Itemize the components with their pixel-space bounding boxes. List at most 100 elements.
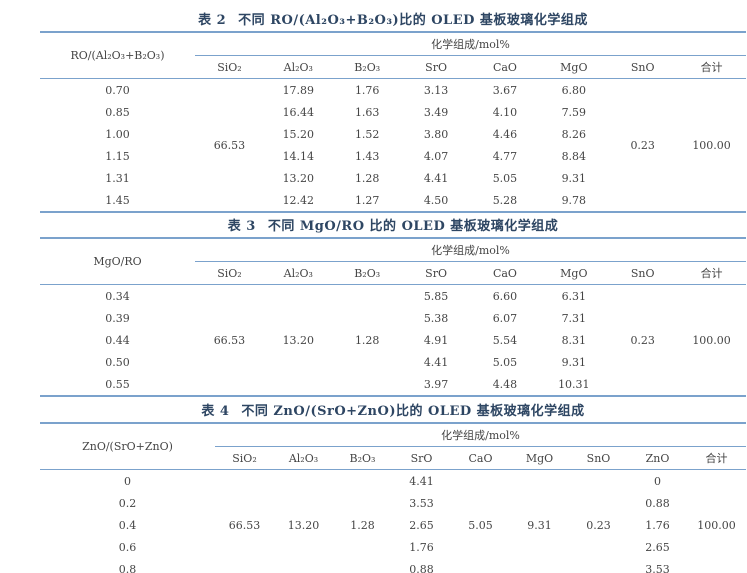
table-3-composition-by-mgo-ro-ratio: MgO/RO 化学组成/mol% SiO₂ Al₂O₃ B₂O₃ SrO CaO MgO SnO… [40,237,746,397]
value-cell: 1.52 [354,127,380,141]
column-header: SrO [401,55,471,79]
composition-unit-header: 化学组成/mol% [195,238,746,262]
ratio-cell: 0.2 [118,496,137,510]
column-header: 合计 [677,55,746,79]
value-cell: 1.63 [354,105,380,119]
table-row: 0.2 3.53 0.88 [40,492,746,514]
column-header: MgO [539,261,609,285]
column-header: SiO₂ [215,446,274,470]
column-header-row: SiO₂ Al₂O₃ B₂O₃ SrO CaO MgO SnO ZnO 合计 [40,446,746,470]
ratio-cell: 0.44 [105,333,130,347]
column-header: Al₂O₃ [274,446,333,470]
merged-value-cell: 1.28 [354,333,380,347]
ratio-cell: 0.6 [118,540,137,554]
value-cell: 7.31 [561,311,587,325]
column-header: B₂O₃ [332,261,402,285]
value-cell: 4.77 [492,149,518,163]
table-3-caption: 表 3 不同 MgO/RO 比的 OLED 基板玻璃化学组成 [40,216,746,237]
ratio-cell: 0.70 [105,83,130,97]
column-header: 合计 [687,446,746,470]
value-cell: 5.05 [492,355,518,369]
table-2-caption-number: 表 2 [198,13,227,28]
ratio-cell: 0.8 [118,562,137,573]
table-row: 0.85 16.44 1.63 3.49 4.10 7.59 [40,101,746,123]
table-4-caption-number: 表 4 [201,404,230,419]
value-cell: 1.76 [645,518,670,532]
value-cell: 5.54 [492,333,518,347]
value-cell: 9.31 [561,171,587,185]
stub-header: RO/(Al₂O₃+B₂O₃) [40,32,195,79]
ratio-cell: 0.50 [105,355,130,369]
ratio-cell: 0 [124,474,131,488]
column-header: SnO [608,261,678,285]
value-cell: 17.89 [282,83,315,97]
table-2-caption-text: 不同 RO/(Al₂O₃+B₂O₃)比的 OLED 基板玻璃化学组成 [238,13,588,28]
table-row: 0.6 1.76 2.65 [40,536,746,558]
value-cell: 6.60 [492,289,518,303]
column-header: SiO₂ [195,55,264,79]
value-cell: 6.31 [561,289,587,303]
column-header: SiO₂ [195,261,264,285]
value-cell: 5.28 [492,193,518,207]
table-row: 0.55 3.97 4.48 10.31 [40,373,746,396]
column-header: SrO [392,446,451,470]
value-cell: 14.14 [282,149,315,163]
table-4-caption: 表 4 不同 ZnO/(SrO+ZnO)比的 OLED 基板玻璃化学组成 [40,401,746,422]
column-header-row: SiO₂ Al₂O₃ B₂O₃ SrO CaO MgO SnO 合计 [40,55,746,79]
value-cell: 4.48 [492,377,518,391]
value-cell: 6.80 [561,83,587,97]
column-header: CaO [470,261,540,285]
value-cell: 4.46 [492,127,518,141]
value-cell: 4.50 [423,193,449,207]
value-cell: 2.65 [645,540,670,554]
value-cell: 5.38 [423,311,449,325]
value-cell: 1.76 [409,540,434,554]
table-row: 1.15 14.14 1.43 4.07 4.77 8.84 [40,145,746,167]
value-cell: 5.85 [423,289,449,303]
value-cell: 3.53 [645,562,670,573]
value-cell: 1.43 [354,149,380,163]
value-cell: 1.76 [354,83,380,97]
composition-unit-header: 化学组成/mol% [215,423,746,447]
value-cell: 4.41 [409,474,434,488]
value-cell: 12.42 [282,193,315,207]
table-row: 1.00 15.20 1.52 3.80 4.46 8.26 [40,123,746,145]
value-cell: 3.80 [423,127,449,141]
merged-value-cell: 5.05 [468,518,493,532]
table-3-caption-text: 不同 MgO/RO 比的 OLED 基板玻璃化学组成 [267,219,559,234]
ratio-cell: 1.00 [105,127,130,141]
value-cell: 16.44 [282,105,315,119]
value-cell: 5.05 [492,171,518,185]
merged-value-cell: 1.28 [350,518,375,532]
column-header: B₂O₃ [332,55,402,79]
ratio-cell: 0.55 [105,377,130,391]
value-cell: 1.27 [354,193,380,207]
value-cell: 4.07 [423,149,449,163]
merged-value-cell: 100.00 [692,333,731,347]
column-header: MgO [510,446,569,470]
merged-value-cell: 0.23 [630,138,655,152]
value-cell: 13.20 [282,171,315,185]
ratio-cell: 1.45 [105,193,130,207]
header-spanner-row: ZnO/(SrO+ZnO) 化学组成/mol% [40,423,746,470]
merged-value-cell: 66.53 [213,333,246,347]
table-row: 0.8 0.88 3.53 [40,558,746,573]
merged-value-cell: 0.23 [586,518,611,532]
value-cell: 8.26 [561,127,587,141]
table-3-caption-number: 表 3 [227,219,256,234]
ratio-cell: 0.85 [105,105,130,119]
header-spanner-row: MgO/RO 化学组成/mol% [40,238,746,285]
value-cell: 9.78 [561,193,587,207]
column-header: CaO [470,55,540,79]
table-2-caption: 表 2 不同 RO/(Al₂O₃+B₂O₃)比的 OLED 基板玻璃化学组成 [40,10,746,31]
value-cell: 3.13 [423,83,449,97]
value-cell: 15.20 [282,127,315,141]
column-header: Al₂O₃ [263,55,333,79]
table-row: 1.45 12.42 1.27 4.50 5.28 9.78 [40,189,746,212]
table-2-composition-by-ro-ratio: RO/(Al₂O₃+B₂O₃) 化学组成/mol% SiO₂ Al₂O₃ B₂O₃ SrO… [40,31,746,213]
value-cell: 3.97 [423,377,449,391]
value-cell: 2.65 [409,518,434,532]
column-header: ZnO [628,446,687,470]
column-header: SnO [569,446,628,470]
value-cell: 3.49 [423,105,449,119]
